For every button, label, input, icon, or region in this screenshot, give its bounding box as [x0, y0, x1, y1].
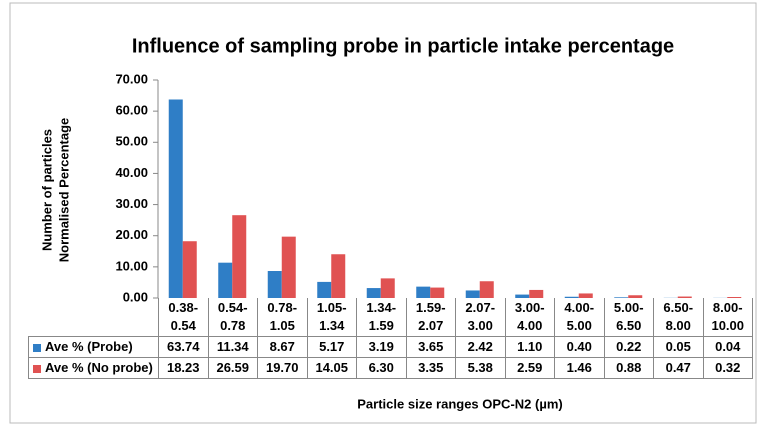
- bar: [564, 296, 579, 298]
- bar: [628, 295, 643, 298]
- data-label: 63.74: [158, 336, 209, 358]
- bar: [281, 236, 296, 298]
- y-tick-label: 50.00: [115, 134, 148, 149]
- data-label: 0.05: [653, 336, 704, 358]
- bar: [366, 288, 381, 298]
- legend-label: Ave % (Probe): [45, 339, 133, 354]
- data-label: 3.35: [405, 357, 456, 379]
- data-label: 1.10: [504, 336, 555, 358]
- data-label: 1.46: [554, 357, 605, 379]
- x-tick-label: 6.50-8.00: [653, 298, 704, 337]
- bar: [267, 270, 282, 298]
- y-tick-label: 70.00: [115, 71, 148, 86]
- data-label: 6.30: [356, 357, 407, 379]
- legend-key: [33, 343, 41, 352]
- bar: [529, 289, 544, 298]
- data-label: 5.17: [306, 336, 357, 358]
- x-tick-label: 1.34-1.59: [356, 298, 407, 337]
- y-axis-label: Number of particles: [39, 129, 54, 251]
- x-axis-label: Particle size ranges OPC-N2 (µm): [357, 396, 562, 411]
- bar: [232, 215, 247, 298]
- data-label: 0.32: [702, 357, 753, 379]
- bar: [465, 290, 480, 298]
- bar: [677, 296, 692, 298]
- data-label: 5.38: [455, 357, 506, 379]
- bar: [515, 294, 530, 298]
- legend-key: [33, 364, 41, 373]
- chart-frame: [9, 2, 757, 424]
- data-label: 0.88: [603, 357, 654, 379]
- bar: [416, 286, 431, 298]
- x-tick-label: 0.78-1.05: [257, 298, 308, 337]
- bar: [331, 254, 346, 298]
- x-tick-label: 4.00-5.00: [554, 298, 605, 337]
- bar: [614, 297, 629, 298]
- data-label: 2.42: [455, 336, 506, 358]
- y-tick-label: 20.00: [115, 227, 148, 242]
- data-label: 26.59: [207, 357, 258, 379]
- chart-title: Influence of sampling probe in particle …: [132, 35, 674, 57]
- table-row: Ave % (No probe) 18.23 26.59 19.70 14.05 6.30…: [28, 357, 753, 379]
- table-row: Ave % (Probe) 63.74 11.34 8.67 5.17 3.19 3.65 2…: [28, 336, 753, 358]
- blank-cell: [29, 298, 159, 337]
- table-header-row: 0.38-0.54 0.54-0.78 0.78-1.05 1.05-1.34 1.34…: [29, 298, 753, 337]
- data-label: 18.23: [158, 357, 209, 379]
- bar: [168, 99, 183, 299]
- bar: [182, 241, 197, 298]
- legend-label: Ave % (No probe): [45, 360, 153, 375]
- bar: [479, 281, 494, 298]
- x-tick-label: 2.07-3.00: [455, 298, 506, 337]
- y-axis-label: Normalised Percentage: [56, 118, 71, 263]
- data-table: 0.38-0.54 0.54-0.78 0.78-1.05 1.05-1.34 1.34…: [28, 298, 753, 379]
- bar: [578, 293, 593, 298]
- bar: [727, 297, 742, 298]
- data-label: 14.05: [306, 357, 357, 379]
- x-tick-label: 5.00-6.50: [603, 298, 654, 337]
- data-label: 0.47: [653, 357, 704, 379]
- data-label: 0.40: [554, 336, 605, 358]
- x-tick-label: 8.00-10.00: [702, 298, 753, 337]
- y-tick-label: 40.00: [115, 165, 148, 180]
- data-label: 0.22: [603, 336, 654, 358]
- bar: [317, 281, 332, 298]
- legend-cell: Ave % (No probe): [28, 357, 159, 379]
- bar: [218, 262, 233, 298]
- data-label: 19.70: [257, 357, 308, 379]
- y-tick-label: 60.00: [115, 103, 148, 118]
- y-tick-label: 10.00: [115, 258, 148, 273]
- x-tick-label: 3.00-4.00: [504, 298, 555, 337]
- bar: [430, 287, 445, 298]
- x-tick-label: 1.59-2.07: [405, 298, 456, 337]
- x-tick-label: 1.05-1.34: [306, 298, 357, 337]
- y-tick-label: 30.00: [115, 196, 148, 211]
- data-label: 0.04: [702, 336, 753, 358]
- data-label: 8.67: [257, 336, 308, 358]
- y-tick-label: 0.00: [123, 289, 148, 304]
- bar: [380, 278, 395, 298]
- legend-cell: Ave % (Probe): [28, 336, 159, 358]
- data-label: 3.65: [405, 336, 456, 358]
- x-tick-label: 0.54-0.78: [207, 298, 258, 337]
- data-label: 3.19: [356, 336, 407, 358]
- data-label: 11.34: [207, 336, 258, 358]
- data-label: 2.59: [504, 357, 555, 379]
- x-tick-label: 0.38-0.54: [158, 298, 209, 337]
